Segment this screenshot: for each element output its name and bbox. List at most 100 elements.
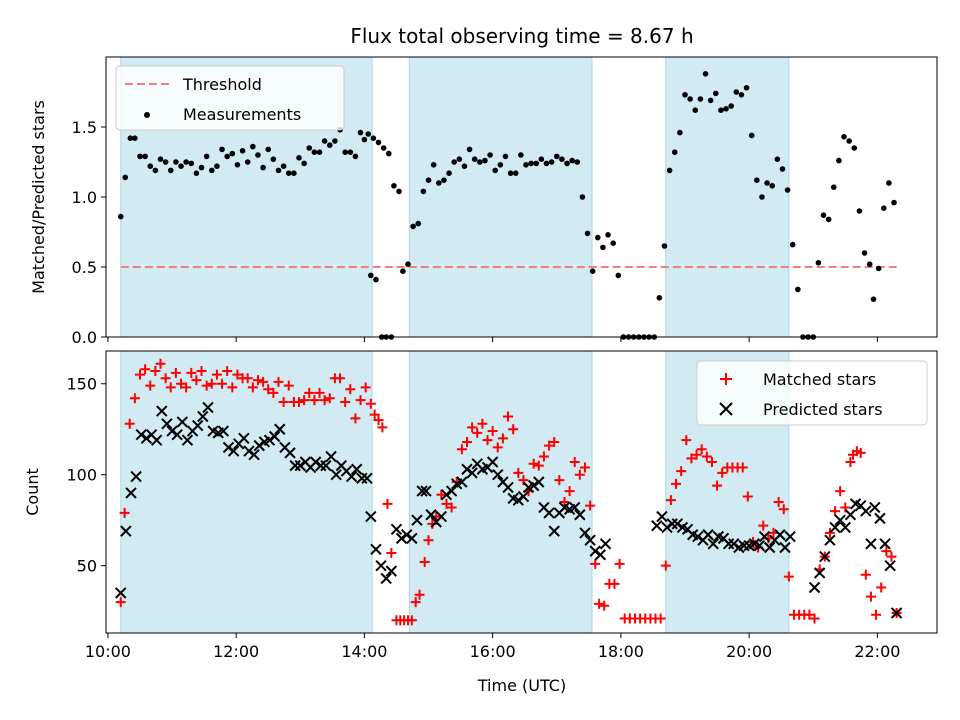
matched-star-point bbox=[196, 366, 207, 377]
predicted-star-point bbox=[671, 518, 684, 530]
predicted-star-point bbox=[599, 538, 612, 550]
measurement-point bbox=[579, 194, 586, 200]
matched-star-point bbox=[217, 378, 228, 389]
measurement-point bbox=[605, 232, 611, 238]
matched-star-point bbox=[414, 589, 425, 600]
matched-star-point bbox=[681, 435, 692, 446]
predicted-star-point bbox=[584, 534, 596, 546]
predicted-star-point bbox=[161, 418, 173, 430]
measurement-point bbox=[528, 160, 534, 167]
predicted-star-point bbox=[263, 434, 276, 446]
x-tick-label: 18:00 bbox=[598, 642, 644, 661]
predicted-star-point bbox=[569, 501, 581, 514]
measurement-point bbox=[482, 157, 488, 164]
measurement-point bbox=[456, 156, 463, 162]
predicted-star-point bbox=[197, 410, 209, 423]
predicted-star-point bbox=[779, 541, 791, 554]
matched-star-point bbox=[258, 376, 269, 387]
predicted-star-point bbox=[884, 559, 896, 572]
matched-star-point bbox=[860, 569, 871, 580]
measurement-point bbox=[718, 107, 724, 113]
matched-star-point bbox=[549, 436, 560, 447]
measurement-point bbox=[533, 160, 540, 167]
matched-star-point bbox=[528, 458, 539, 469]
matched-star-point bbox=[671, 478, 682, 489]
measurement-point bbox=[861, 250, 868, 256]
measurement-point bbox=[815, 260, 822, 266]
measurement-point bbox=[352, 153, 359, 160]
predicted-star-point bbox=[839, 521, 852, 534]
predicted-star-point bbox=[808, 581, 821, 594]
predicted-star-point bbox=[702, 529, 714, 541]
matched-star-point bbox=[119, 507, 130, 518]
measurement-point bbox=[502, 153, 509, 160]
matched-star-point bbox=[533, 460, 544, 471]
predicted-star-point bbox=[171, 428, 183, 441]
measurement-point bbox=[285, 170, 292, 176]
predicted-star-point bbox=[248, 448, 260, 461]
predicted-star-point bbox=[819, 550, 831, 563]
matched-star-point bbox=[115, 597, 126, 608]
measurement-point bbox=[466, 146, 473, 153]
predicted-star-point bbox=[543, 507, 555, 519]
predicted-star-point bbox=[356, 472, 368, 485]
matched-star-point bbox=[881, 546, 892, 557]
predicted-star-point bbox=[774, 529, 786, 541]
matched-star-point bbox=[778, 504, 789, 515]
measurement-point bbox=[687, 96, 693, 102]
predicted-star-point bbox=[666, 518, 678, 530]
measurement-point bbox=[461, 163, 468, 169]
predicted-star-point bbox=[120, 525, 132, 537]
matched-star-point bbox=[594, 598, 605, 609]
predicted-star-point bbox=[268, 430, 281, 443]
measurement-point bbox=[301, 160, 307, 167]
matched-star-point bbox=[876, 582, 887, 593]
ratio-panel: 0.0 0.5 1.0 1.5 Matched/Predicted stars Thr… bbox=[29, 56, 938, 347]
predicted-star-point bbox=[284, 447, 296, 459]
measurement-point bbox=[507, 170, 514, 176]
measurement-point bbox=[559, 156, 565, 162]
x-tick-label: 16:00 bbox=[470, 642, 516, 661]
matched-star-point bbox=[451, 476, 462, 487]
measurement-point bbox=[306, 145, 313, 151]
matched-star-point bbox=[660, 560, 671, 571]
predicted-star-point bbox=[294, 459, 306, 472]
predicted-star-point bbox=[140, 432, 153, 445]
matched-star-point bbox=[129, 393, 140, 404]
measurement-point bbox=[764, 180, 770, 186]
measurement-point bbox=[244, 159, 251, 165]
measurement-point bbox=[270, 156, 277, 162]
predicted-star-point bbox=[420, 485, 432, 497]
matched-star-point bbox=[513, 467, 524, 478]
matched-star-point bbox=[809, 613, 820, 624]
measurement-point bbox=[795, 286, 801, 293]
count-legend-matched-swatch bbox=[720, 373, 732, 385]
predicted-star-point bbox=[879, 538, 891, 550]
measurement-point bbox=[368, 272, 374, 279]
matched-star-point bbox=[783, 571, 794, 582]
measurement-point bbox=[117, 213, 124, 220]
measurement-point bbox=[712, 90, 719, 97]
matched-star-point bbox=[538, 451, 549, 462]
predicted-star-point bbox=[125, 487, 137, 499]
matched-star-point bbox=[365, 398, 376, 409]
predicted-star-point bbox=[181, 434, 194, 446]
measurement-point bbox=[487, 152, 493, 158]
predicted-star-point bbox=[763, 541, 776, 554]
count-y-ticks: 50 100 150 bbox=[66, 375, 106, 576]
predicted-star-point bbox=[191, 419, 204, 432]
measurement-point bbox=[132, 135, 138, 141]
matched-star-point bbox=[482, 435, 493, 446]
predicted-star-point bbox=[202, 401, 214, 414]
measurement-point bbox=[574, 159, 581, 165]
matched-star-point bbox=[278, 396, 289, 407]
measurement-point bbox=[584, 230, 591, 237]
matched-star-point bbox=[227, 382, 238, 393]
measurement-point bbox=[167, 167, 174, 174]
measurement-point bbox=[666, 167, 673, 174]
measurement-point bbox=[784, 187, 791, 193]
predicted-star-point bbox=[345, 470, 358, 483]
matched-star-point bbox=[758, 520, 769, 531]
measurement-point bbox=[702, 71, 709, 77]
measurement-point bbox=[275, 167, 282, 174]
